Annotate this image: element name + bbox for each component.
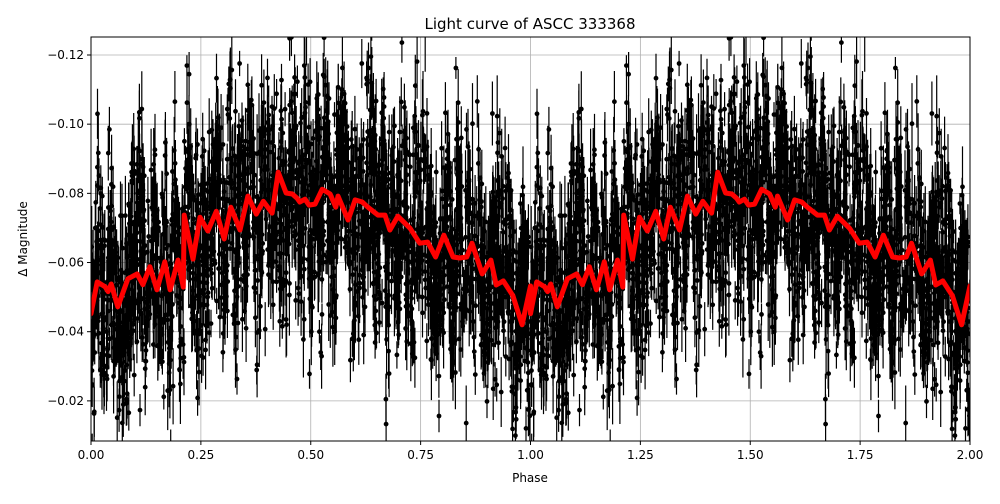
x-tick-label: 2.00 bbox=[957, 448, 984, 462]
x-tick-label: 0.00 bbox=[78, 448, 105, 462]
x-axis-label: Phase bbox=[512, 471, 548, 485]
y-tick-label: −0.12 bbox=[47, 48, 84, 62]
x-tick-label: 0.50 bbox=[297, 448, 324, 462]
y-tick-label: −0.10 bbox=[47, 117, 84, 131]
binned-curve bbox=[91, 169, 970, 328]
x-tick-label: 1.00 bbox=[517, 448, 544, 462]
chart-title: Light curve of ASCC 333368 bbox=[425, 15, 636, 33]
x-tick-label: 0.25 bbox=[188, 448, 215, 462]
x-axis-ticks: 0.00 0.25 0.50 0.75 1.00 1.25 1.50 1.75 2.00 bbox=[78, 441, 984, 462]
y-axis-ticks: −0.12 −0.10 −0.08 −0.06 −0.04 −0.02 bbox=[47, 48, 91, 408]
y-tick-label: −0.04 bbox=[47, 325, 84, 339]
y-tick-label: −0.02 bbox=[47, 394, 84, 408]
y-axis-label: Δ Magnitude bbox=[16, 201, 30, 277]
x-tick-label: 1.50 bbox=[737, 448, 764, 462]
x-tick-label: 0.75 bbox=[407, 448, 434, 462]
x-tick-label: 1.25 bbox=[627, 448, 654, 462]
x-tick-label: 1.75 bbox=[847, 448, 874, 462]
data-points bbox=[91, 37, 970, 439]
y-tick-label: −0.06 bbox=[47, 256, 84, 270]
y-tick-label: −0.08 bbox=[47, 186, 84, 200]
binned-curve-line bbox=[91, 169, 970, 328]
